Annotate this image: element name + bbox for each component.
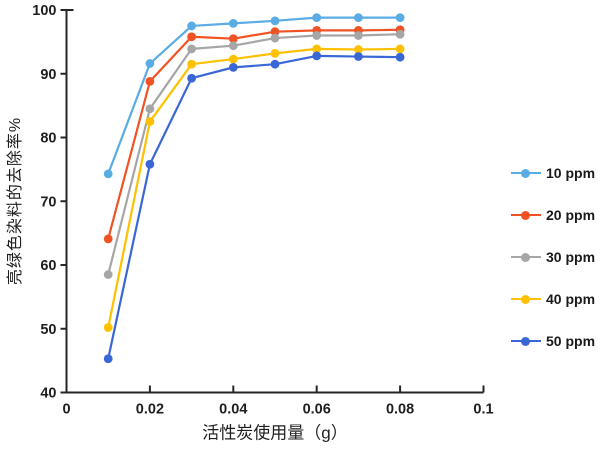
- data-point-20-ppm: [145, 77, 155, 86]
- legend-item-40-ppm: 40 ppm: [511, 291, 595, 307]
- x-tick-label: 0.08: [386, 402, 414, 418]
- data-point-30-ppm: [270, 33, 280, 43]
- data-point-40-ppm: [395, 44, 405, 54]
- data-point-20-ppm: [228, 34, 238, 44]
- data-point-30-ppm: [187, 44, 197, 54]
- x-tick-label: 0.1: [473, 402, 493, 418]
- series-line-30-ppm: [107, 33, 402, 276]
- legend-marker-icon: [511, 249, 541, 265]
- data-point-50-ppm: [395, 52, 405, 62]
- x-axis-title: 活性炭使用量（g）: [202, 423, 348, 443]
- data-point-10-ppm: [187, 21, 197, 31]
- data-point-40-ppm: [103, 323, 113, 332]
- series-line-20-ppm: [107, 28, 402, 240]
- data-point-50-ppm: [312, 51, 322, 61]
- legend-item-20-ppm: 20 ppm: [511, 207, 595, 223]
- data-point-20-ppm: [103, 234, 113, 244]
- legend-label: 40 ppm: [546, 291, 596, 307]
- data-point-10-ppm: [395, 13, 405, 23]
- legend-label: 20 ppm: [546, 207, 596, 223]
- data-point-40-ppm: [312, 44, 322, 54]
- series-line-40-ppm: [107, 47, 402, 329]
- data-point-50-ppm: [187, 73, 197, 83]
- data-point-20-ppm: [187, 32, 197, 42]
- series-line-10-ppm: [107, 16, 402, 175]
- data-point-10-ppm: [354, 13, 363, 23]
- legend-label: 10 ppm: [546, 165, 596, 181]
- data-point-30-ppm: [103, 270, 113, 279]
- legend-marker-icon: [511, 207, 541, 223]
- y-tick-label: 80: [40, 131, 56, 147]
- x-tick-label: 0: [62, 402, 70, 418]
- legend-item-30-ppm: 30 ppm: [511, 249, 595, 265]
- y-tick-label: 90: [40, 67, 56, 83]
- series-line-50-ppm: [107, 54, 402, 360]
- data-point-50-ppm: [270, 59, 280, 69]
- legend: 10 ppm 20 ppm 30 ppm 40 ppm 50 ppm: [511, 165, 595, 349]
- data-point-50-ppm: [145, 159, 155, 169]
- data-point-30-ppm: [145, 104, 155, 114]
- legend-item-10-ppm: 10 ppm: [511, 165, 595, 181]
- legend-label: 50 ppm: [546, 333, 596, 349]
- data-point-50-ppm: [103, 354, 113, 364]
- data-point-10-ppm: [228, 18, 238, 28]
- data-point-10-ppm: [312, 13, 322, 23]
- data-point-40-ppm: [187, 59, 197, 69]
- data-point-30-ppm: [354, 31, 363, 40]
- data-point-40-ppm: [270, 48, 280, 58]
- data-point-50-ppm: [354, 52, 363, 61]
- x-tick-label: 0.02: [136, 402, 164, 418]
- data-point-40-ppm: [354, 45, 363, 54]
- data-point-40-ppm: [228, 54, 238, 64]
- x-tick-label: 0.04: [219, 402, 247, 418]
- data-point-10-ppm: [103, 169, 113, 179]
- data-point-40-ppm: [145, 117, 155, 126]
- data-point-10-ppm: [270, 16, 280, 26]
- data-point-50-ppm: [228, 62, 238, 72]
- legend-marker-icon: [511, 291, 541, 307]
- data-point-10-ppm: [145, 59, 155, 68]
- y-tick-label: 100: [32, 3, 56, 19]
- legend-marker-icon: [511, 333, 541, 349]
- x-tick-label: 0.06: [303, 402, 331, 418]
- data-point-30-ppm: [228, 41, 238, 51]
- y-tick-label: 50: [40, 322, 56, 338]
- data-point-30-ppm: [395, 29, 405, 39]
- legend-label: 30 ppm: [546, 249, 596, 265]
- y-tick-label: 70: [40, 194, 56, 210]
- legend-marker-icon: [511, 165, 541, 181]
- data-point-30-ppm: [312, 31, 322, 40]
- data-point-20-ppm: [270, 27, 280, 37]
- y-tick-label: 40: [40, 386, 56, 402]
- y-tick-label: 60: [40, 258, 56, 274]
- y-axis-title: 亮绿色染料的去除率%: [7, 116, 24, 286]
- legend-item-50-ppm: 50 ppm: [511, 333, 595, 349]
